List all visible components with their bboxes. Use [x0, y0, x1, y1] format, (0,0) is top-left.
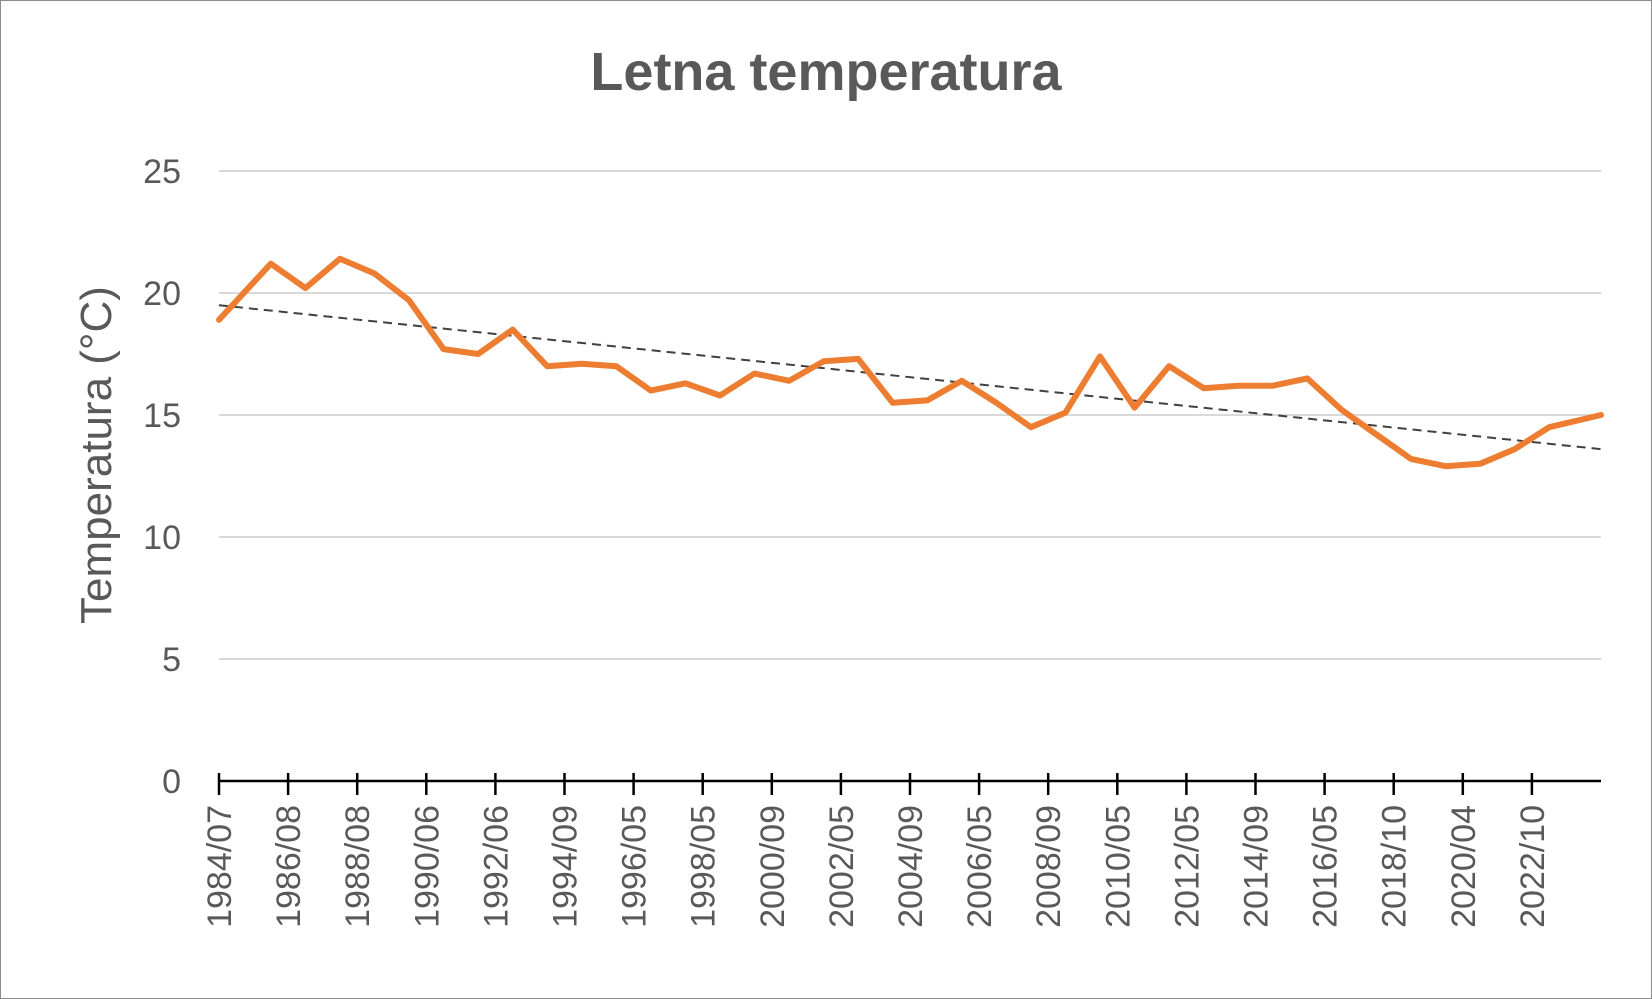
y-tick-label: 10: [143, 519, 181, 557]
data-point: [927, 400, 928, 401]
trendline: [218, 304, 1602, 451]
data-point: [374, 273, 375, 274]
data-point: [961, 380, 962, 381]
x-tick-label: 2018/10: [1376, 805, 1414, 928]
x-tick-label: 2014/09: [1238, 805, 1276, 928]
data-point: [685, 383, 686, 384]
x-tick-label: 1998/05: [685, 805, 723, 928]
data-point: [219, 319, 220, 320]
x-tick-label: 2008/09: [1030, 805, 1068, 928]
trendline-layer: [218, 304, 1602, 451]
x-tick-label: 1992/06: [477, 805, 515, 928]
data-point: [754, 373, 755, 374]
data-point: [789, 380, 790, 381]
y-tick-label: 20: [143, 275, 181, 313]
y-tick-label: 5: [162, 641, 181, 679]
data-point: [305, 288, 306, 289]
data-point: [1203, 388, 1204, 389]
data-point: [1100, 356, 1101, 357]
y-tick-label: 0: [162, 763, 181, 801]
data-point: [339, 258, 340, 259]
x-tick-label: 1986/08: [270, 805, 308, 928]
data-point: [512, 329, 513, 330]
x-tick-label: 2020/04: [1445, 805, 1483, 928]
series-layer: [216, 255, 1604, 470]
chart-title: Letna temperatura: [590, 42, 1062, 102]
data-point: [1480, 463, 1481, 464]
data-point: [1134, 407, 1135, 408]
data-point: [650, 390, 651, 391]
data-point: [1410, 458, 1411, 459]
data-point: [547, 366, 548, 367]
x-tick-label: 2010/05: [1099, 805, 1137, 928]
x-tick-label: 2022/10: [1514, 805, 1552, 928]
data-point: [443, 349, 444, 350]
data-point: [1169, 366, 1170, 367]
y-axis-ticks: 0 5 10 15 20 25: [143, 153, 181, 801]
x-tick-label: 2012/05: [1168, 805, 1206, 928]
x-tick-label: 1988/08: [339, 805, 377, 928]
data-point: [1065, 412, 1066, 413]
data-point: [996, 402, 997, 403]
x-axis: 1984/07 1986/08 1988/08 1990/06 1992/06 1994/…: [201, 773, 1601, 928]
data-point: [719, 395, 720, 396]
y-tick-label: 15: [143, 397, 181, 435]
data-point: [1272, 385, 1273, 386]
x-tick-label: 1996/05: [616, 805, 654, 928]
data-point: [581, 363, 582, 364]
x-tick-label: 1994/09: [547, 805, 585, 928]
x-tick-label: 2004/09: [892, 805, 930, 928]
data-point: [616, 366, 617, 367]
data-point: [1238, 385, 1239, 386]
data-point: [892, 402, 893, 403]
data-point: [823, 361, 824, 362]
data-point: [1601, 415, 1602, 416]
data-point: [1376, 434, 1377, 435]
data-point: [1341, 410, 1342, 411]
gridlines: [219, 170, 1601, 660]
y-tick-label: 25: [143, 153, 181, 191]
data-point: [1514, 449, 1515, 450]
x-tick-label: 2002/05: [823, 805, 861, 928]
data-point: [858, 358, 859, 359]
data-point: [1445, 466, 1446, 467]
x-tick-label: 1990/06: [408, 805, 446, 928]
x-tick-label: 2006/05: [961, 805, 999, 928]
data-point: [1030, 427, 1031, 428]
series-line-0: [216, 255, 1604, 470]
data-point: [270, 263, 271, 264]
x-tick-label: 1984/07: [201, 805, 239, 928]
data-point: [409, 300, 410, 301]
x-tick-label: 2000/09: [754, 805, 792, 928]
data-point: [478, 354, 479, 355]
data-point: [1549, 427, 1550, 428]
data-point: [1307, 378, 1308, 379]
y-axis-label: Temperatura (°C): [72, 286, 121, 624]
x-tick-label: 2016/05: [1307, 805, 1345, 928]
